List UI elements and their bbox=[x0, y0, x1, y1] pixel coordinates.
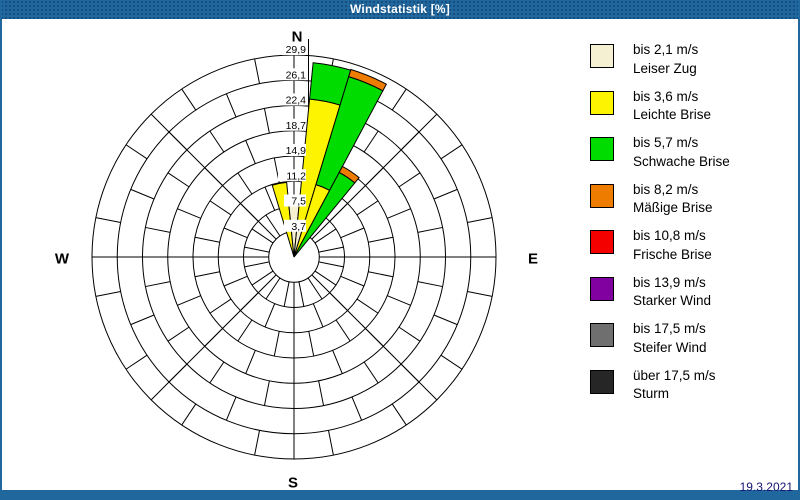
legend-label: bis 17,5 m/s Steifer Wind bbox=[633, 320, 707, 357]
legend-item: bis 2,1 m/s Leiser Zug bbox=[590, 41, 790, 89]
window-title: Windstatistik [%] bbox=[350, 2, 450, 16]
svg-text:22,4: 22,4 bbox=[286, 95, 307, 107]
legend-class-name: Steifer Wind bbox=[633, 339, 707, 355]
svg-text:7,5: 7,5 bbox=[291, 196, 306, 208]
legend-label: bis 10,8 m/s Frische Brise bbox=[633, 227, 712, 264]
legend-label: über 17,5 m/s Sturm bbox=[633, 367, 716, 404]
legend-color-swatch bbox=[590, 230, 614, 254]
date-label: 19.3.2021 bbox=[739, 480, 793, 494]
svg-text:26,1: 26,1 bbox=[286, 69, 307, 81]
legend-label: bis 2,1 m/s Leiser Zug bbox=[633, 41, 698, 78]
title-bar: Windstatistik [%] bbox=[0, 0, 800, 19]
legend-item: bis 17,5 m/s Steifer Wind bbox=[590, 320, 790, 368]
legend-item: bis 10,8 m/s Frische Brise bbox=[590, 227, 790, 275]
legend-class-name: Starker Wind bbox=[633, 293, 712, 308]
legend-color-swatch bbox=[590, 276, 614, 301]
legend-class-name: Schwache Brise bbox=[633, 153, 730, 169]
legend-item: bis 5,7 m/s Schwache Brise bbox=[590, 134, 790, 182]
legend-speed-label: bis 3,6 m/s bbox=[633, 88, 699, 104]
compass-label-south: S bbox=[287, 474, 299, 492]
svg-text:14,9: 14,9 bbox=[286, 145, 307, 157]
compass-label-north: N bbox=[291, 28, 303, 46]
window-border-left bbox=[0, 0, 2, 500]
legend-speed-label: bis 5,7 m/s bbox=[633, 135, 699, 150]
legend-color-swatch bbox=[590, 44, 614, 68]
legend-item: bis 13,9 m/s Starker Wind bbox=[590, 274, 790, 322]
legend-color-swatch bbox=[590, 369, 614, 394]
legend-speed-label: bis 2,1 m/s bbox=[633, 42, 699, 57]
svg-text:3,7: 3,7 bbox=[291, 221, 306, 233]
legend-class-name: Sturm bbox=[633, 386, 670, 401]
legend-label: bis 13,9 m/s Starker Wind bbox=[633, 274, 711, 311]
legend-item: bis 8,2 m/s Mäßige Brise bbox=[590, 181, 790, 229]
legend-class-name: Mäßige Brise bbox=[633, 200, 713, 215]
legend-speed-label: über 17,5 m/s bbox=[633, 367, 716, 383]
bottom-bar bbox=[0, 490, 800, 500]
legend-class-name: Leiser Zug bbox=[633, 60, 697, 76]
legend-label: bis 3,6 m/s Leichte Brise bbox=[633, 88, 711, 125]
compass-label-west: W bbox=[54, 250, 70, 268]
legend-class-name: Frische Brise bbox=[633, 246, 712, 262]
legend-color-swatch bbox=[590, 90, 614, 115]
svg-text:18,7: 18,7 bbox=[286, 120, 307, 132]
legend-color-swatch bbox=[590, 137, 614, 161]
legend-item: bis 3,6 m/s Leichte Brise bbox=[590, 88, 790, 136]
legend-speed-label: bis 13,9 m/s bbox=[633, 274, 706, 290]
legend-label: bis 8,2 m/s Mäßige Brise bbox=[633, 181, 713, 218]
legend-item: über 17,5 m/s Sturm bbox=[590, 367, 790, 415]
legend-speed-label: bis 10,8 m/s bbox=[633, 228, 706, 243]
legend-speed-label: bis 17,5 m/s bbox=[633, 321, 706, 336]
legend-label: bis 5,7 m/s Schwache Brise bbox=[633, 134, 730, 171]
window-border-right bbox=[798, 0, 800, 500]
compass-label-east: E bbox=[527, 250, 539, 268]
svg-text:11,2: 11,2 bbox=[286, 170, 306, 182]
legend-color-swatch bbox=[590, 183, 614, 208]
legend-speed-label: bis 8,2 m/s bbox=[633, 181, 699, 197]
legend-color-swatch bbox=[590, 323, 614, 347]
svg-text:29,9: 29,9 bbox=[286, 44, 307, 56]
legend-class-name: Leichte Brise bbox=[633, 107, 712, 122]
